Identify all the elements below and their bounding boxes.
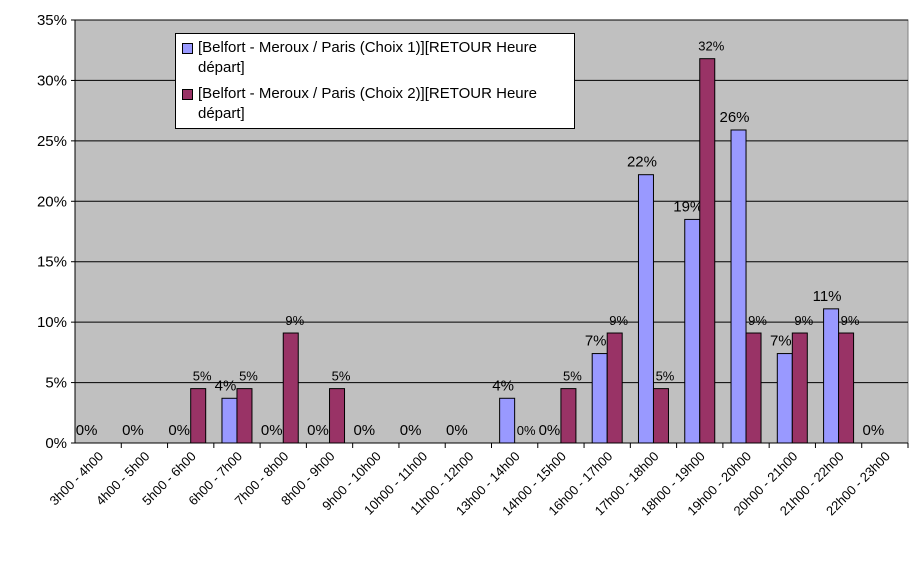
bar (499, 397, 516, 444)
data-label: 5% (239, 369, 258, 384)
legend-label: [Belfort - Meroux / Paris (Choix 2)][RET… (198, 85, 537, 122)
data-label: 0% (168, 422, 190, 439)
bar (838, 332, 855, 444)
data-label: 9% (748, 313, 767, 328)
legend-swatch (182, 43, 193, 54)
data-label: 5% (332, 369, 351, 384)
data-label: 0% (122, 422, 144, 439)
y-tick-label: 5% (45, 375, 67, 392)
legend-label: [Belfort - Meroux / Paris (Choix 1)][RET… (198, 39, 537, 76)
data-label: 0% (353, 422, 375, 439)
bar (282, 332, 299, 444)
data-label: 9% (609, 313, 628, 328)
bar (329, 388, 346, 444)
y-tick-label: 10% (37, 314, 67, 331)
data-label: 9% (285, 313, 304, 328)
bar (637, 174, 654, 444)
bar (745, 332, 762, 444)
bar (606, 332, 623, 444)
data-label: 5% (656, 369, 675, 384)
bar (652, 388, 669, 444)
data-label: 4% (215, 377, 237, 394)
data-label: 0% (261, 422, 283, 439)
data-label: 5% (563, 369, 582, 384)
data-label: 26% (720, 109, 750, 126)
bar (236, 388, 253, 444)
bar (699, 58, 716, 444)
y-tick-label: 20% (37, 193, 67, 210)
y-tick-label: 30% (37, 72, 67, 89)
data-label: 22% (627, 154, 657, 171)
data-label: 5% (193, 369, 212, 384)
bar (190, 388, 207, 444)
data-label: 0% (400, 422, 422, 439)
data-label: 0% (307, 422, 329, 439)
data-label: 19% (673, 198, 703, 215)
legend: [Belfort - Meroux / Paris (Choix 1)][RET… (175, 33, 575, 129)
data-label: 0% (76, 422, 98, 439)
legend-entry: [Belfort - Meroux / Paris (Choix 1)][RET… (182, 38, 570, 78)
data-label: 0% (446, 422, 468, 439)
data-label: 4% (492, 377, 514, 394)
bar (221, 397, 238, 444)
data-label: 9% (841, 313, 860, 328)
data-label: 7% (585, 333, 607, 350)
bar (823, 308, 840, 444)
data-label: 11% (813, 288, 842, 305)
bar (776, 353, 793, 444)
data-label: 0% (517, 423, 536, 438)
bar (591, 353, 608, 444)
data-label: 0% (863, 422, 885, 439)
data-label: 0% (539, 422, 561, 439)
data-label: 9% (794, 313, 813, 328)
bar (560, 388, 577, 444)
bar (730, 129, 747, 444)
bar (791, 332, 808, 444)
legend-entry: [Belfort - Meroux / Paris (Choix 2)][RET… (182, 84, 570, 124)
y-tick-label: 15% (37, 254, 67, 271)
data-label: 32% (698, 39, 724, 54)
bar (684, 218, 701, 444)
legend-swatch (182, 89, 193, 100)
data-label: 7% (770, 333, 792, 350)
y-tick-label: 35% (37, 12, 67, 29)
y-tick-label: 25% (37, 133, 67, 150)
y-tick-label: 0% (45, 435, 67, 452)
